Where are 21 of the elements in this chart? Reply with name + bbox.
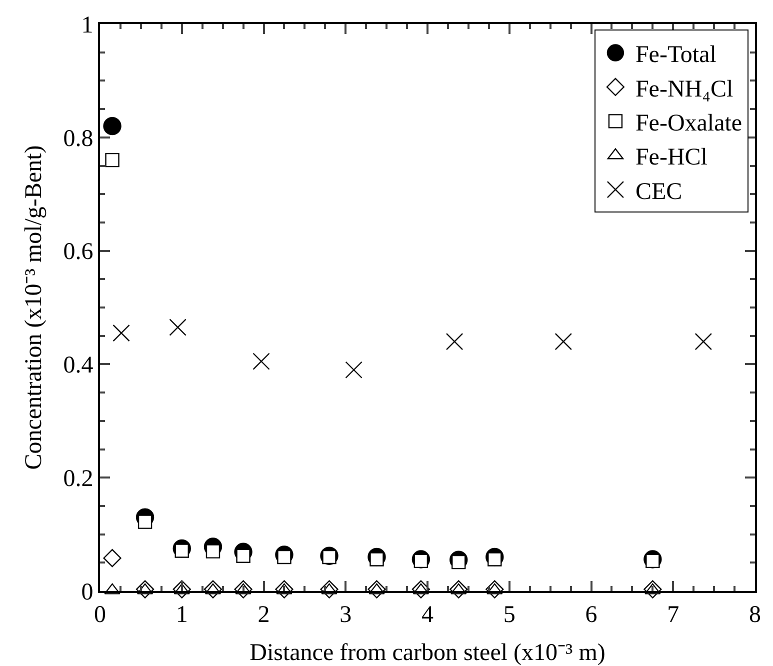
- x-tick-label: 4: [422, 602, 434, 628]
- legend-label: Fe-Total: [635, 42, 717, 68]
- x-axis-title: Distance from carbon steel (x10⁻³ m): [250, 640, 606, 666]
- legend-label: CEC: [635, 178, 682, 205]
- x-tick-label: 6: [585, 602, 598, 628]
- y-tick-label: 1: [81, 12, 94, 38]
- y-tick-label: 0.2: [63, 466, 94, 492]
- x-tick-label: 3: [340, 602, 352, 628]
- y-tick-label: 0.8: [63, 126, 94, 152]
- x-tick-label: 5: [503, 602, 516, 628]
- x-tick-label: 7: [667, 602, 680, 628]
- y-tick-label: 0: [81, 579, 94, 606]
- x-tick-label: 2: [258, 602, 270, 628]
- legend-label: Fe-NH₄Cl: [635, 76, 734, 102]
- y-axis-title: Concentration (x10⁻³ mol/g-Bent): [21, 145, 47, 470]
- legend-label: Fe-HCl: [635, 144, 708, 171]
- y-tick-label: 0.4: [63, 352, 94, 379]
- legend-label: Fe-Oxalate: [635, 110, 742, 137]
- x-tick-label: 1: [176, 602, 188, 628]
- x-tick-label: 8: [749, 602, 761, 628]
- y-tick-label: 0.6: [63, 239, 94, 266]
